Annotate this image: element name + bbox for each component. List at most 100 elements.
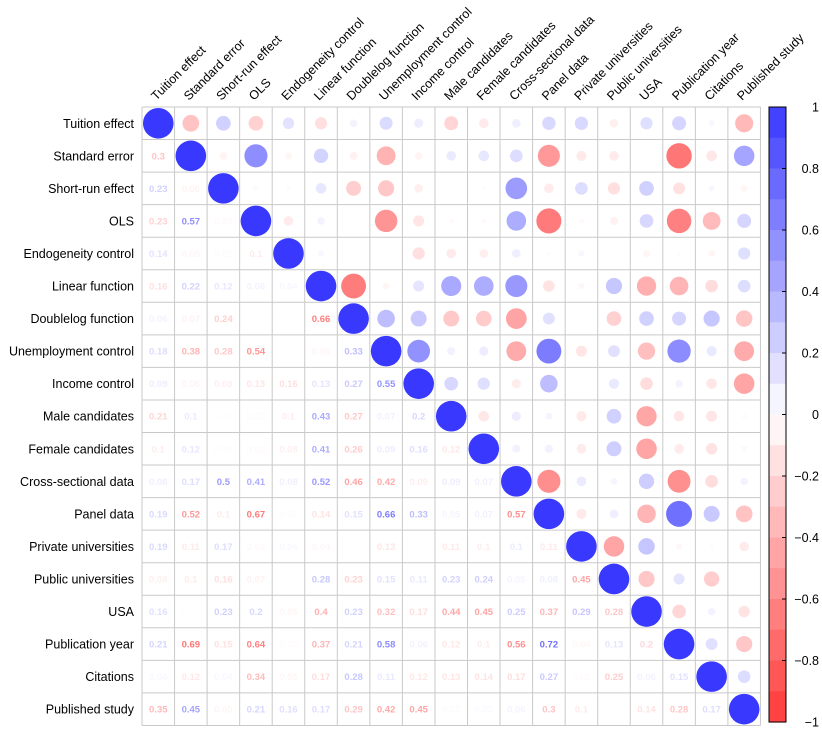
column-label: USA bbox=[637, 75, 666, 104]
row-label: Unemployment control bbox=[9, 345, 134, 359]
correlation-value: 0.33 bbox=[409, 509, 428, 520]
correlation-circle bbox=[219, 152, 228, 160]
correlation-circle bbox=[705, 638, 718, 651]
correlation-value: 0.01 bbox=[214, 412, 233, 423]
correlation-circle bbox=[546, 251, 552, 256]
correlation-value: 0.09 bbox=[409, 477, 428, 488]
correlation-circle bbox=[505, 308, 527, 329]
correlation-value: 0.17 bbox=[507, 672, 526, 683]
correlation-circle bbox=[637, 504, 656, 524]
correlation-circle bbox=[636, 438, 657, 460]
correlation-circle bbox=[511, 249, 521, 258]
row-label: Linear function bbox=[52, 280, 134, 294]
correlation-circle bbox=[575, 182, 588, 195]
correlation-circle bbox=[738, 247, 751, 260]
correlation-circle bbox=[705, 443, 718, 455]
correlation-value: 0.07 bbox=[247, 574, 266, 585]
colorbar-segment bbox=[769, 537, 786, 569]
colorbar-tick-label: 0.2 bbox=[802, 347, 819, 361]
colorbar-legend: 1 0.8 0.6 0.4 0.2 0 −0.2 −0.4 −0.6 −0.8 −1 bbox=[768, 101, 819, 730]
correlation-value: 0.52 bbox=[312, 477, 331, 488]
colorbar-segment bbox=[769, 353, 786, 385]
correlation-circle bbox=[414, 118, 424, 128]
correlation-circle bbox=[253, 185, 259, 192]
colorbar-tick-label: −0.8 bbox=[794, 654, 819, 668]
colorbar-tick-label: 1 bbox=[812, 101, 819, 115]
correlation-value: 0.45 bbox=[475, 607, 494, 618]
correlation-circle bbox=[733, 373, 755, 394]
correlation-value: 0.07 bbox=[182, 314, 201, 325]
correlation-value: 0.02 bbox=[214, 444, 233, 455]
colorbar-segment bbox=[769, 660, 786, 692]
correlation-value: 0.16 bbox=[279, 379, 298, 390]
correlation-circle bbox=[705, 279, 718, 293]
correlation-circle bbox=[708, 250, 716, 257]
colorbar-segment bbox=[769, 506, 786, 539]
correlation-value: 0.06 bbox=[182, 379, 201, 390]
correlation-value: 0.02 bbox=[279, 640, 298, 651]
correlation-value: 0.52 bbox=[182, 509, 201, 520]
correlation-circle bbox=[352, 251, 356, 256]
colorbar-segment bbox=[769, 322, 786, 354]
correlation-value: 0.2 bbox=[249, 607, 262, 618]
correlation-circle bbox=[285, 152, 292, 160]
colorbar-tick-label: −0.4 bbox=[794, 531, 819, 545]
correlation-circle bbox=[536, 338, 562, 364]
correlation-circle bbox=[638, 473, 655, 489]
correlation-value: 0.1 bbox=[575, 705, 589, 716]
correlation-circle bbox=[703, 505, 720, 522]
correlation-value: 0.5 bbox=[217, 477, 231, 488]
correlation-circle bbox=[240, 205, 272, 237]
correlation-circle bbox=[244, 144, 268, 168]
correlation-circle bbox=[636, 276, 657, 296]
correlation-circle bbox=[511, 118, 521, 128]
correlation-circle bbox=[576, 476, 587, 487]
correlation-value: 0 bbox=[286, 574, 291, 585]
correlation-circle bbox=[737, 670, 751, 683]
correlation-value: 0.03 bbox=[247, 542, 266, 553]
correlation-value: 0.17 bbox=[182, 477, 201, 488]
correlation-circle bbox=[273, 238, 304, 269]
correlation-value: 0.2 bbox=[412, 412, 425, 423]
correlation-circle bbox=[481, 186, 486, 191]
row-label: Public universities bbox=[34, 572, 134, 586]
correlation-circle bbox=[609, 150, 619, 161]
correlation-value: 0.21 bbox=[149, 640, 168, 651]
correlation-circle bbox=[506, 211, 527, 231]
correlation-value: 0.12 bbox=[182, 444, 201, 455]
correlation-value: 0.55 bbox=[377, 379, 396, 390]
correlation-circle bbox=[609, 216, 619, 225]
correlation-circle bbox=[735, 310, 753, 327]
correlation-value: 0.16 bbox=[149, 607, 168, 618]
correlation-circle bbox=[740, 477, 748, 486]
correlation-value: 0.23 bbox=[149, 184, 168, 195]
correlation-value: 0.06 bbox=[247, 282, 266, 293]
correlation-circle bbox=[537, 144, 560, 167]
row-label: Tuition effect bbox=[63, 117, 134, 131]
correlation-value: 0.43 bbox=[312, 412, 331, 423]
correlation-circle bbox=[540, 374, 558, 393]
correlation-circle bbox=[666, 500, 693, 527]
correlation-circle bbox=[468, 433, 500, 465]
correlation-value: 0.32 bbox=[377, 607, 396, 618]
correlation-circle bbox=[708, 185, 715, 192]
correlation-value: 0.28 bbox=[312, 574, 331, 585]
correlation-value: 0.25 bbox=[605, 672, 624, 683]
row-label: Publication year bbox=[45, 638, 134, 652]
correlation-circle bbox=[676, 543, 683, 550]
correlation-value: 0.66 bbox=[312, 314, 331, 325]
correlation-circle bbox=[706, 410, 718, 422]
colorbar-tick-label: −0.2 bbox=[794, 470, 819, 484]
correlation-circle bbox=[728, 693, 760, 725]
correlation-circle bbox=[479, 249, 489, 258]
correlation-circle bbox=[512, 444, 521, 453]
correlation-circle bbox=[608, 378, 620, 389]
correlation-circle bbox=[733, 145, 755, 167]
correlation-value: 0.04 bbox=[312, 542, 331, 553]
column-label: OLS bbox=[246, 76, 274, 104]
correlation-value: 0.23 bbox=[442, 574, 461, 585]
correlation-circle bbox=[676, 251, 682, 256]
correlation-value: 0.57 bbox=[507, 509, 526, 520]
correlation-value: 0.19 bbox=[149, 542, 168, 553]
